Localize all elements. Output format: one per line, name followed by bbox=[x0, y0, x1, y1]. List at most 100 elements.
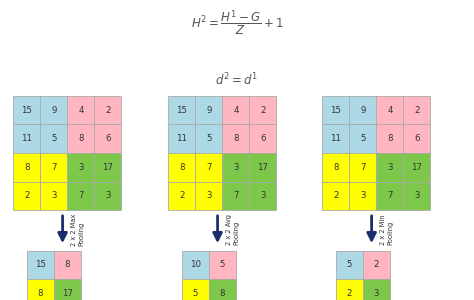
Text: 2: 2 bbox=[333, 191, 338, 200]
Text: 8: 8 bbox=[387, 134, 392, 143]
Bar bbox=[349, 153, 376, 182]
Text: 3: 3 bbox=[105, 191, 110, 200]
Text: 5: 5 bbox=[192, 289, 198, 298]
Bar bbox=[322, 96, 349, 124]
Bar bbox=[182, 250, 209, 279]
Bar bbox=[349, 124, 376, 153]
Text: 17: 17 bbox=[62, 289, 73, 298]
Bar bbox=[249, 96, 276, 124]
Text: 8: 8 bbox=[179, 163, 184, 172]
Text: 4: 4 bbox=[78, 106, 83, 115]
Text: 8: 8 bbox=[78, 134, 83, 143]
Bar bbox=[222, 182, 249, 210]
Bar bbox=[403, 153, 430, 182]
Text: 9: 9 bbox=[206, 106, 211, 115]
Text: 8: 8 bbox=[219, 289, 225, 298]
Text: 3: 3 bbox=[233, 163, 238, 172]
Bar bbox=[67, 124, 94, 153]
Bar bbox=[363, 250, 390, 279]
Bar bbox=[376, 182, 403, 210]
Bar bbox=[94, 182, 121, 210]
Bar bbox=[336, 279, 363, 300]
Text: 2: 2 bbox=[179, 191, 184, 200]
Bar bbox=[13, 96, 40, 124]
Text: 2: 2 bbox=[414, 106, 419, 115]
Text: 15: 15 bbox=[176, 106, 187, 115]
Bar bbox=[40, 124, 67, 153]
Bar bbox=[336, 250, 363, 279]
Bar bbox=[94, 153, 121, 182]
Text: 5: 5 bbox=[219, 260, 225, 269]
Bar bbox=[322, 124, 349, 153]
Bar bbox=[67, 182, 94, 210]
Text: 11: 11 bbox=[330, 134, 341, 143]
Text: 5: 5 bbox=[51, 134, 56, 143]
Bar bbox=[168, 182, 195, 210]
Text: 3: 3 bbox=[360, 191, 365, 200]
Bar bbox=[322, 182, 349, 210]
Text: 15: 15 bbox=[330, 106, 341, 115]
Text: 11: 11 bbox=[21, 134, 32, 143]
Bar bbox=[222, 96, 249, 124]
Text: 11: 11 bbox=[176, 134, 187, 143]
Bar bbox=[168, 96, 195, 124]
Text: 15: 15 bbox=[21, 106, 32, 115]
Text: 2: 2 bbox=[374, 260, 379, 269]
Bar bbox=[67, 96, 94, 124]
Bar bbox=[13, 153, 40, 182]
Bar bbox=[40, 182, 67, 210]
Text: 7: 7 bbox=[51, 163, 56, 172]
Text: 2: 2 bbox=[260, 106, 265, 115]
Bar bbox=[222, 153, 249, 182]
Bar bbox=[403, 96, 430, 124]
Bar bbox=[195, 182, 222, 210]
Text: 7: 7 bbox=[206, 163, 211, 172]
Text: 3: 3 bbox=[387, 163, 392, 172]
Bar bbox=[27, 250, 54, 279]
Text: 4: 4 bbox=[387, 106, 392, 115]
Bar bbox=[168, 124, 195, 153]
Text: 2 x 2 Max
Pooling: 2 x 2 Max Pooling bbox=[71, 213, 84, 246]
Bar bbox=[249, 153, 276, 182]
Bar bbox=[54, 250, 81, 279]
Text: 7: 7 bbox=[360, 163, 365, 172]
Bar bbox=[249, 182, 276, 210]
Text: 3: 3 bbox=[260, 191, 265, 200]
Text: 5: 5 bbox=[346, 260, 352, 269]
Bar bbox=[363, 279, 390, 300]
Bar bbox=[94, 96, 121, 124]
Bar bbox=[376, 153, 403, 182]
Text: 2 x 2 Min
Pooling: 2 x 2 Min Pooling bbox=[380, 214, 393, 245]
Bar bbox=[54, 279, 81, 300]
Text: 8: 8 bbox=[24, 163, 29, 172]
Text: 8: 8 bbox=[333, 163, 338, 172]
Text: 3: 3 bbox=[414, 191, 419, 200]
Bar bbox=[322, 153, 349, 182]
Bar bbox=[13, 182, 40, 210]
Text: 3: 3 bbox=[206, 191, 211, 200]
Bar bbox=[209, 279, 236, 300]
Text: 8: 8 bbox=[64, 260, 70, 269]
Bar bbox=[209, 250, 236, 279]
Text: 17: 17 bbox=[102, 163, 113, 172]
Bar bbox=[403, 182, 430, 210]
Bar bbox=[40, 96, 67, 124]
Text: 6: 6 bbox=[260, 134, 265, 143]
Bar bbox=[349, 96, 376, 124]
Text: 9: 9 bbox=[51, 106, 56, 115]
Text: $H^2 = \dfrac{H^1 - G}{Z} + 1$: $H^2 = \dfrac{H^1 - G}{Z} + 1$ bbox=[191, 9, 283, 38]
Text: 10: 10 bbox=[190, 260, 201, 269]
Bar bbox=[222, 124, 249, 153]
Text: 7: 7 bbox=[233, 191, 238, 200]
Bar bbox=[195, 153, 222, 182]
Bar bbox=[182, 279, 209, 300]
Text: 15: 15 bbox=[35, 260, 46, 269]
Text: 3: 3 bbox=[78, 163, 83, 172]
Bar bbox=[40, 153, 67, 182]
Text: 9: 9 bbox=[360, 106, 365, 115]
Bar bbox=[195, 124, 222, 153]
Text: 8: 8 bbox=[233, 134, 238, 143]
Bar bbox=[403, 124, 430, 153]
Bar bbox=[349, 182, 376, 210]
Bar bbox=[94, 124, 121, 153]
